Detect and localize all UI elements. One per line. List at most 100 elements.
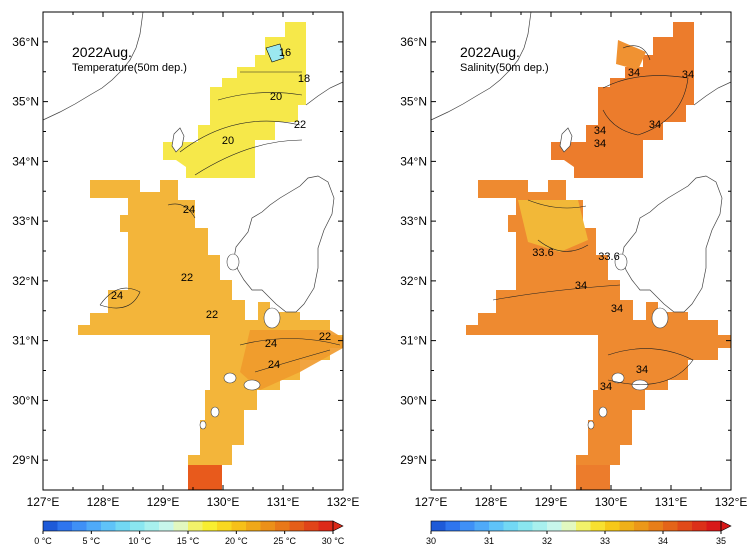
colorbar-swatch	[561, 521, 577, 531]
colorbar-swatch	[202, 521, 218, 531]
colorbar-label: 34	[658, 536, 668, 546]
lat-label: 31°N	[12, 334, 39, 348]
colorbar-swatch	[115, 521, 131, 531]
contour-label: 34	[594, 125, 606, 137]
colorbar-swatch	[231, 521, 247, 531]
lon-label: 128°E	[475, 495, 508, 509]
contour-label: 34	[611, 303, 623, 315]
lat-label: 32°N	[12, 274, 39, 288]
contour-label: 33.6	[532, 247, 553, 259]
data-region-south	[466, 180, 731, 465]
contour-label: 18	[298, 73, 310, 85]
lat-label: 32°N	[400, 274, 427, 288]
lon-label: 132°E	[327, 495, 360, 509]
lon-label: 127°E	[27, 495, 60, 509]
lat-label: 29°N	[12, 453, 39, 467]
lon-label: 129°E	[535, 495, 568, 509]
colorbar-swatch	[547, 521, 562, 531]
island-0	[226, 253, 240, 271]
contour-label: 22	[181, 272, 193, 284]
panel-title: 2022Aug.	[72, 44, 132, 60]
lat-label: 35°N	[12, 95, 39, 109]
contour-line-b2	[239, 338, 341, 346]
island-3	[631, 379, 649, 391]
colorbar-swatch	[648, 521, 664, 531]
contour-line-2	[527, 199, 587, 209]
land	[42, 11, 344, 430]
colorbar-swatch	[532, 521, 548, 531]
colorbar-swatch	[260, 521, 276, 531]
island-5	[587, 420, 595, 430]
island-2	[223, 372, 237, 384]
colorbar-label: 32	[542, 536, 552, 546]
island-1	[651, 307, 669, 329]
colorbar-swatch	[173, 521, 189, 531]
contour-line-1	[217, 92, 303, 101]
colorbar-swatch	[318, 521, 334, 531]
contour-label: 24	[183, 204, 195, 216]
island-4	[598, 406, 608, 418]
contour-line-b3	[254, 349, 331, 373]
lon-label: 127°E	[415, 495, 448, 509]
korea-coastline	[42, 11, 144, 121]
tsushima-island	[171, 127, 185, 153]
lat-label: 33°N	[12, 214, 39, 228]
lon-label: 130°E	[595, 495, 628, 509]
island-4	[210, 406, 220, 418]
tsushima-island	[559, 127, 573, 153]
data-region-south	[78, 180, 343, 465]
colorbar-swatch	[706, 521, 722, 531]
lat-label: 29°N	[400, 453, 427, 467]
lat-label: 33°N	[400, 214, 427, 228]
island-1	[263, 307, 281, 329]
contours	[492, 45, 694, 385]
lat-label: 34°N	[12, 154, 39, 168]
colorbar-swatch	[304, 521, 319, 531]
map-panel-temperature: 16 18 20 20 22 24 22 22 24 22 24 24 36°N 35°N 34°N 33°N…	[12, 11, 360, 546]
colorbar-swatch	[246, 521, 261, 531]
colorbar-swatch	[289, 521, 305, 531]
data-region-tail	[576, 465, 610, 490]
panel-subtitle: Salinity(50m dep.)	[460, 62, 549, 74]
contour-label: 34	[636, 364, 648, 376]
lat-label: 30°N	[400, 393, 427, 407]
colorbar-swatch	[188, 521, 203, 531]
contour-line-4	[492, 284, 621, 301]
contour-label: 24	[268, 359, 280, 371]
colorbar-arrow	[720, 520, 732, 532]
colorbar-swatch	[503, 521, 519, 531]
contour-line-1	[622, 45, 651, 61]
lat-label: 31°N	[400, 334, 427, 348]
lon-label: 132°E	[715, 495, 748, 509]
colorbar-swatch	[605, 521, 620, 531]
colorbar-swatch	[275, 521, 290, 531]
colorbar-label: 10 °C	[128, 536, 151, 546]
fresh-patch	[518, 200, 588, 252]
lon-label: 131°E	[267, 495, 300, 509]
contour-label: 34	[682, 69, 694, 81]
contour-label: 34	[649, 119, 661, 131]
data-region-tail	[188, 465, 222, 490]
contour-line-2	[179, 120, 301, 153]
colorbar-swatch	[445, 521, 461, 531]
contour-label: 34	[628, 67, 640, 79]
lon-label: 131°E	[655, 495, 688, 509]
lat-label: 36°N	[400, 35, 427, 49]
colorbar-swatch	[57, 521, 73, 531]
colorbar-label: 31	[484, 536, 494, 546]
contour-label: 20	[222, 135, 234, 147]
contour-line-5	[607, 348, 694, 385]
colorbar-label: 0 °C	[34, 536, 52, 546]
contour-label: 16	[279, 47, 291, 59]
kyushu-island	[621, 175, 723, 313]
contour-label: 22	[319, 331, 331, 343]
island-5	[199, 420, 207, 430]
colorbar-swatch	[576, 521, 591, 531]
colorbar-swatch	[431, 521, 446, 531]
colorbar: 0 °C 5 °C 10 °C 15 °C 20 °C 25 °C 30 °C	[34, 520, 345, 546]
colorbar-swatch	[130, 521, 145, 531]
colorbar-label: 25 °C	[273, 536, 296, 546]
colorbar-label: 30	[426, 536, 436, 546]
contour-label: 34	[594, 138, 606, 150]
colorbar-swatch	[474, 521, 490, 531]
